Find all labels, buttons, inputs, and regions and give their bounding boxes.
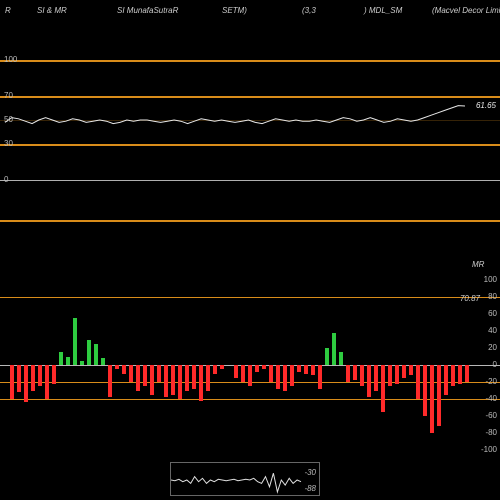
mr-bar <box>262 365 266 369</box>
mr-bar <box>367 365 371 397</box>
mr-title: MR <box>472 260 484 269</box>
mr-bar <box>220 365 224 369</box>
mr-bar <box>164 365 168 397</box>
mr-bar <box>150 365 154 395</box>
mr-bar <box>458 365 462 384</box>
mr-bar <box>297 365 301 372</box>
mr-bar <box>332 333 336 365</box>
mr-bar <box>248 365 252 386</box>
thumbnail-label: -30 <box>304 469 316 477</box>
axis-label: -40 <box>485 395 497 403</box>
mr-bar <box>80 361 84 365</box>
mr-bar <box>388 365 392 386</box>
axis-label: -80 <box>485 429 497 437</box>
mr-bar <box>24 365 28 402</box>
mr-bar <box>430 365 434 433</box>
thumbnail-panel: -30 -88 <box>170 462 320 496</box>
gridline <box>0 180 500 181</box>
mr-bar <box>234 365 238 378</box>
mr-bar <box>374 365 378 391</box>
mr-bar <box>437 365 441 426</box>
mr-bar <box>136 365 140 391</box>
axis-label: -100 <box>481 446 497 454</box>
axis-label: 20 <box>488 344 497 352</box>
header-label: SETM) <box>222 6 247 15</box>
mr-bar <box>45 365 49 399</box>
mr-bar <box>38 365 42 386</box>
mr-bar <box>360 365 364 386</box>
mr-bar <box>73 318 77 365</box>
gridline <box>0 297 500 298</box>
mr-bar <box>157 365 161 382</box>
rsi-last-value: 61.65 <box>476 102 496 110</box>
mr-bar <box>304 365 308 374</box>
mr-bar <box>283 365 287 391</box>
mr-bar <box>311 365 315 375</box>
mr-bar <box>318 365 322 389</box>
mr-bar <box>276 365 280 389</box>
mr-bar <box>290 365 294 386</box>
thumbnail-line <box>171 463 321 497</box>
mr-bar <box>465 365 469 382</box>
mr-bar <box>346 365 350 382</box>
header-label: ) MDL_SM <box>364 6 402 15</box>
mr-bar <box>199 365 203 401</box>
mr-bar <box>59 352 63 365</box>
mr-bar <box>122 365 126 374</box>
mr-bar <box>402 365 406 378</box>
axis-label: 100 <box>484 276 497 284</box>
header-label: (3,3 <box>302 6 316 15</box>
chart-canvas: R SI & MR SI MunafaSutraR SETM) (3,3 ) MDL_SM… <box>0 0 500 500</box>
mr-bar <box>52 365 56 384</box>
axis-label: 0 <box>493 361 497 369</box>
mr-bar <box>192 365 196 389</box>
thumbnail-label: -88 <box>304 485 316 493</box>
mr-bar <box>101 358 105 365</box>
mr-bar <box>451 365 455 386</box>
header-label: R <box>5 6 11 15</box>
mr-bar <box>241 365 245 382</box>
mr-bar <box>444 365 448 395</box>
axis-label: 40 <box>488 327 497 335</box>
mr-bar <box>325 348 329 365</box>
mr-bar <box>143 365 147 386</box>
axis-label: -60 <box>485 412 497 420</box>
mr-bar <box>416 365 420 399</box>
mr-bar <box>185 365 189 391</box>
mr-bar <box>339 352 343 365</box>
mr-bar <box>395 365 399 384</box>
mr-panel: 100806040200-20-40-60-80-10070.87 <box>0 280 500 450</box>
mr-bar <box>269 365 273 382</box>
mr-bar <box>10 365 14 399</box>
header-label: SI MunafaSutraR <box>117 6 178 15</box>
axis-label: 60 <box>488 310 497 318</box>
axis-label: 80 <box>488 293 497 301</box>
mr-bar <box>213 365 217 374</box>
mr-bar <box>206 365 210 391</box>
header-label: (Macvel Decor Limit <box>432 6 500 15</box>
mr-bar <box>17 365 21 392</box>
rsi-panel: 100705030061.65 <box>0 60 500 180</box>
mr-bar <box>409 365 413 375</box>
header-label: SI & MR <box>37 6 67 15</box>
mr-bar <box>353 365 357 380</box>
mr-bar <box>108 365 112 397</box>
mr-bar <box>31 365 35 391</box>
mr-bar <box>94 344 98 365</box>
mr-bar <box>129 365 133 382</box>
mr-bar <box>255 365 259 372</box>
mr-bar <box>171 365 175 395</box>
mr-bar <box>178 365 182 399</box>
mr-bar <box>381 365 385 412</box>
mr-value-label: 70.87 <box>460 295 480 303</box>
mr-bar <box>66 357 70 366</box>
axis-label: -20 <box>485 378 497 386</box>
mr-bar <box>115 365 119 369</box>
rsi-line <box>0 60 500 180</box>
mr-bar <box>87 340 91 366</box>
separator <box>0 220 500 222</box>
mr-bar <box>423 365 427 416</box>
